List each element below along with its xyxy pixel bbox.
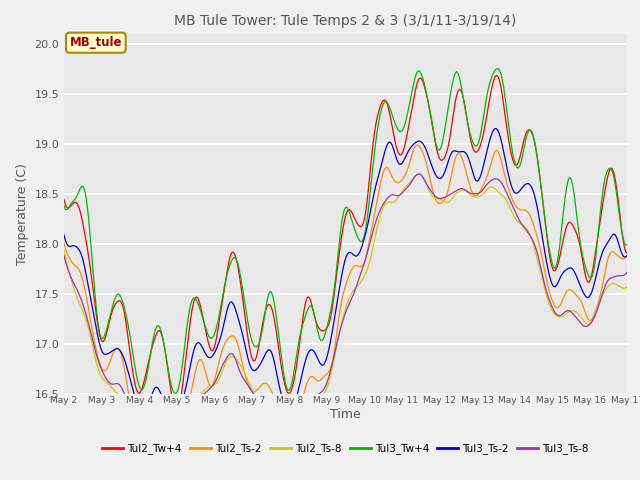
Line: Tul3_Ts-2: Tul3_Ts-2 <box>64 129 627 421</box>
Line: Tul3_Tw+4: Tul3_Tw+4 <box>64 69 627 394</box>
Tul2_Ts-8 <box>79 309 87 315</box>
Tul3_Ts-2 <box>170 418 178 424</box>
Tul2_Tw+4 <box>622 249 630 255</box>
Tul3_Ts-2 <box>97 345 104 351</box>
Tul2_Ts-8 <box>415 171 422 177</box>
Tul2_Tw+4 <box>493 72 500 78</box>
Tul2_Ts-8 <box>622 285 630 291</box>
Tul3_Ts-8 <box>622 271 630 277</box>
Title: MB Tule Tower: Tule Temps 2 & 3 (3/1/11-3/19/14): MB Tule Tower: Tule Temps 2 & 3 (3/1/11-… <box>175 14 516 28</box>
Tul2_Tw+4 <box>463 115 471 121</box>
Tul2_Ts-8 <box>623 284 631 289</box>
Tul2_Tw+4 <box>548 265 556 271</box>
Line: Tul3_Ts-8: Tul3_Ts-8 <box>64 174 627 446</box>
Tul2_Ts-2 <box>548 298 556 303</box>
Tul3_Tw+4 <box>172 391 180 396</box>
Tul3_Tw+4 <box>351 228 359 233</box>
Tul2_Tw+4 <box>79 222 87 228</box>
Tul2_Ts-2 <box>79 279 87 285</box>
Tul3_Tw+4 <box>60 203 68 208</box>
Tul3_Ts-2 <box>79 258 87 264</box>
Tul3_Ts-8 <box>79 302 87 308</box>
Tul3_Ts-8 <box>97 365 104 371</box>
Tul2_Ts-2 <box>465 178 472 183</box>
Tul2_Ts-2 <box>97 363 104 369</box>
Tul3_Tw+4 <box>494 66 502 72</box>
Tul2_Ts-2 <box>169 443 177 449</box>
Line: Tul2_Ts-2: Tul2_Ts-2 <box>64 145 627 446</box>
Tul2_Ts-2 <box>623 253 631 259</box>
Tul3_Ts-2 <box>493 126 500 132</box>
Y-axis label: Temperature (C): Temperature (C) <box>16 163 29 264</box>
Tul3_Ts-2 <box>60 232 68 238</box>
Tul2_Ts-2 <box>351 263 359 269</box>
Tul2_Tw+4 <box>351 216 359 222</box>
Tul2_Ts-8 <box>169 448 177 454</box>
Tul3_Tw+4 <box>548 261 556 266</box>
Tul2_Ts-2 <box>413 142 420 148</box>
Legend: Tul2_Tw+4, Tul2_Ts-2, Tul2_Ts-8, Tul3_Tw+4, Tul3_Ts-2, Tul3_Ts-8: Tul2_Tw+4, Tul2_Ts-2, Tul2_Ts-8, Tul3_Tw… <box>98 439 593 458</box>
Tul2_Tw+4 <box>97 336 104 342</box>
Line: Tul2_Tw+4: Tul2_Tw+4 <box>64 75 627 411</box>
X-axis label: Time: Time <box>330 408 361 421</box>
Tul3_Ts-2 <box>548 281 556 287</box>
Tul2_Tw+4 <box>623 250 631 256</box>
Tul3_Ts-8 <box>351 287 359 293</box>
Tul3_Tw+4 <box>463 116 471 122</box>
Text: MB_tule: MB_tule <box>70 36 122 49</box>
Tul3_Tw+4 <box>79 183 87 189</box>
Tul3_Ts-2 <box>622 254 630 260</box>
Tul2_Tw+4 <box>173 408 181 414</box>
Line: Tul2_Ts-8: Tul2_Ts-8 <box>64 174 627 451</box>
Tul3_Ts-8 <box>623 269 631 275</box>
Tul3_Ts-2 <box>351 253 359 259</box>
Tul2_Ts-8 <box>60 248 68 253</box>
Tul3_Ts-8 <box>548 304 556 310</box>
Tul2_Ts-8 <box>548 308 556 313</box>
Tul3_Ts-8 <box>173 443 181 449</box>
Tul2_Ts-8 <box>351 286 359 291</box>
Tul3_Ts-2 <box>623 252 631 258</box>
Tul3_Ts-2 <box>463 152 471 157</box>
Tul3_Tw+4 <box>622 242 630 248</box>
Tul2_Tw+4 <box>60 197 68 203</box>
Tul2_Ts-8 <box>97 372 104 378</box>
Tul3_Tw+4 <box>623 242 631 248</box>
Tul3_Tw+4 <box>97 334 104 340</box>
Tul3_Ts-8 <box>415 171 422 177</box>
Tul2_Ts-2 <box>622 255 630 261</box>
Tul3_Ts-8 <box>60 253 68 259</box>
Tul2_Ts-2 <box>60 240 68 246</box>
Tul3_Ts-8 <box>465 189 472 195</box>
Tul2_Ts-8 <box>465 190 472 196</box>
